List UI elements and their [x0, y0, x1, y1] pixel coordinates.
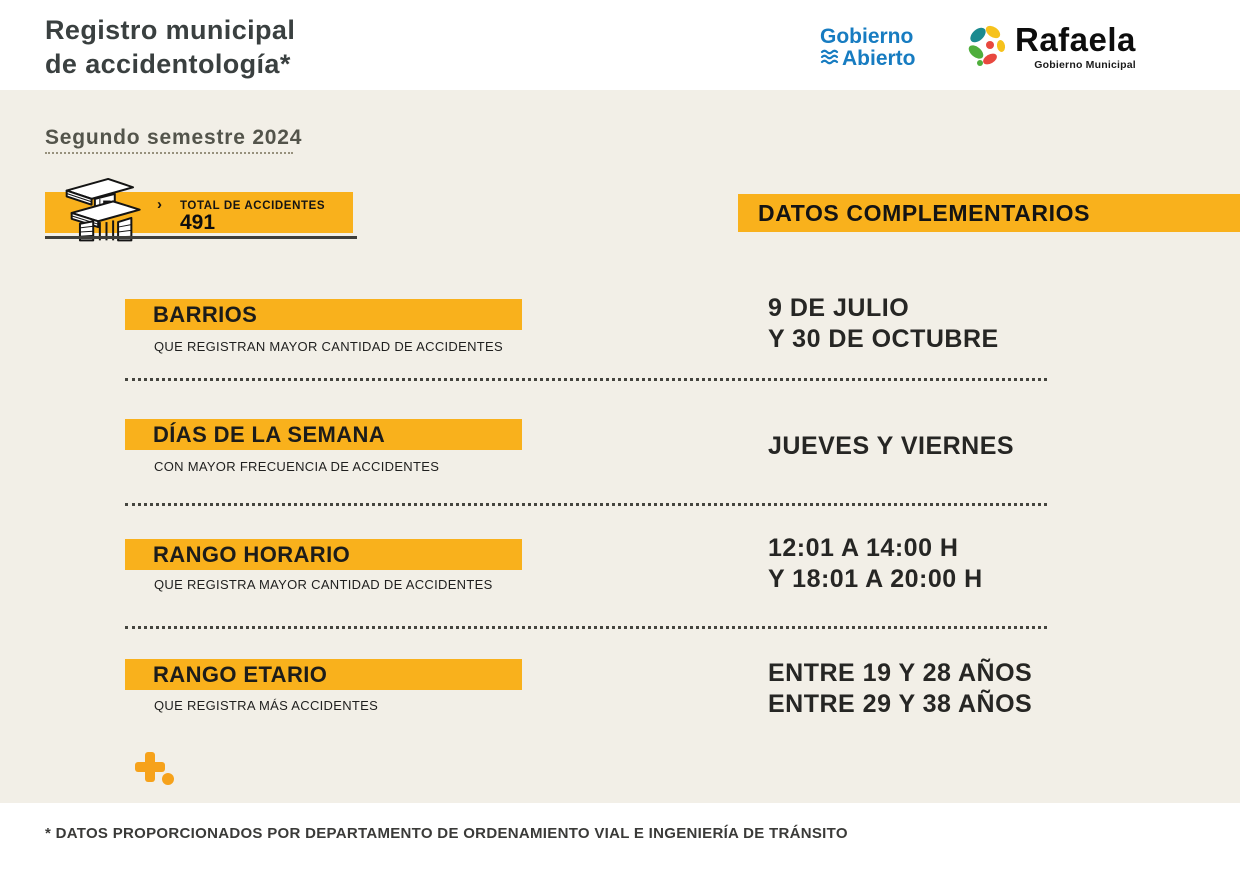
rango-horario-value-line1: 12:01 A 14:00 H [768, 534, 959, 562]
section-barrios-title: BARRIOS [153, 302, 258, 327]
rango-etario-value-line1: ENTRE 19 Y 28 AÑOS [768, 659, 1033, 687]
chevron-right-icon: › [157, 196, 162, 213]
rango-etario-value-line2: ENTRE 29 Y 38 AÑOS [768, 690, 1033, 718]
section-rango-etario-bar: RANGO ETARIO [125, 659, 522, 690]
section-dias-bar: DÍAS DE LA SEMANA [125, 419, 522, 450]
period-dotted-underline [45, 152, 293, 154]
complementary-data-header: DATOS COMPLEMENTARIOS [738, 194, 1240, 232]
rafaela-pinwheel-icon [963, 22, 1011, 75]
page-title-line1: Registro municipal [45, 15, 296, 45]
rango-horario-value-line2: Y 18:01 A 20:00 H [768, 565, 983, 593]
total-accidents-label: TOTAL DE ACCIDENTES [180, 200, 326, 212]
footer-source-note: * DATOS PROPORCIONADOS POR DEPARTAMENTO … [45, 825, 848, 842]
rafaela-subtitle: Gobierno Municipal [1034, 59, 1136, 71]
plus-decoration-icon [135, 752, 165, 782]
section-rango-horario-title: RANGO HORARIO [153, 542, 351, 567]
dotted-divider-1 [125, 378, 1047, 381]
page-title: Registro municipal de accidentología* [45, 13, 295, 81]
section-barrios-bar: BARRIOS [125, 299, 522, 330]
section-rango-horario-bar: RANGO HORARIO [125, 539, 522, 570]
section-rango-horario-value: 12:01 A 14:00 H Y 18:01 A 20:00 H [768, 533, 983, 595]
total-accidents-value: 491 [180, 211, 216, 234]
section-dias-title: DÍAS DE LA SEMANA [153, 422, 386, 447]
section-barrios-value: 9 DE JULIO Y 30 DE OCTUBRE [768, 293, 999, 355]
section-rango-horario-subtitle: QUE REGISTRA MAYOR CANTIDAD DE ACCIDENTE… [154, 577, 493, 592]
gobierno-abierto-logo: Gobierno Abierto [820, 26, 916, 70]
rafaela-logo: Rafaela Gobierno Municipal [963, 22, 1136, 75]
period-label: Segundo semestre 2024 [45, 126, 303, 149]
total-bar-underline [45, 236, 357, 239]
gobierno-abierto-line1: Gobierno [820, 25, 914, 48]
rafaela-wordmark: Rafaela [1015, 21, 1136, 58]
gobierno-abierto-line2: Abierto [842, 47, 916, 70]
waves-icon [820, 48, 840, 70]
section-rango-etario-title: RANGO ETARIO [153, 662, 328, 687]
dotted-divider-3 [125, 626, 1047, 629]
page-title-line2: de accidentología* [45, 49, 291, 79]
municipal-building-icon [58, 174, 150, 242]
complementary-data-title: DATOS COMPLEMENTARIOS [758, 200, 1091, 226]
section-dias-subtitle: CON MAYOR FRECUENCIA DE ACCIDENTES [154, 459, 440, 474]
dias-value-line1: JUEVES Y VIERNES [768, 432, 1015, 460]
section-rango-etario-value: ENTRE 19 Y 28 AÑOS ENTRE 29 Y 38 AÑOS [768, 658, 1032, 720]
dot-decoration-icon [162, 773, 174, 785]
section-dias-value: JUEVES Y VIERNES [768, 431, 1014, 462]
section-barrios-subtitle: QUE REGISTRAN MAYOR CANTIDAD DE ACCIDENT… [154, 339, 503, 354]
dotted-divider-2 [125, 503, 1047, 506]
section-rango-etario-subtitle: QUE REGISTRA MÁS ACCIDENTES [154, 698, 379, 713]
barrios-value-line1: 9 DE JULIO [768, 294, 910, 322]
barrios-value-line2: Y 30 DE OCTUBRE [768, 325, 999, 353]
